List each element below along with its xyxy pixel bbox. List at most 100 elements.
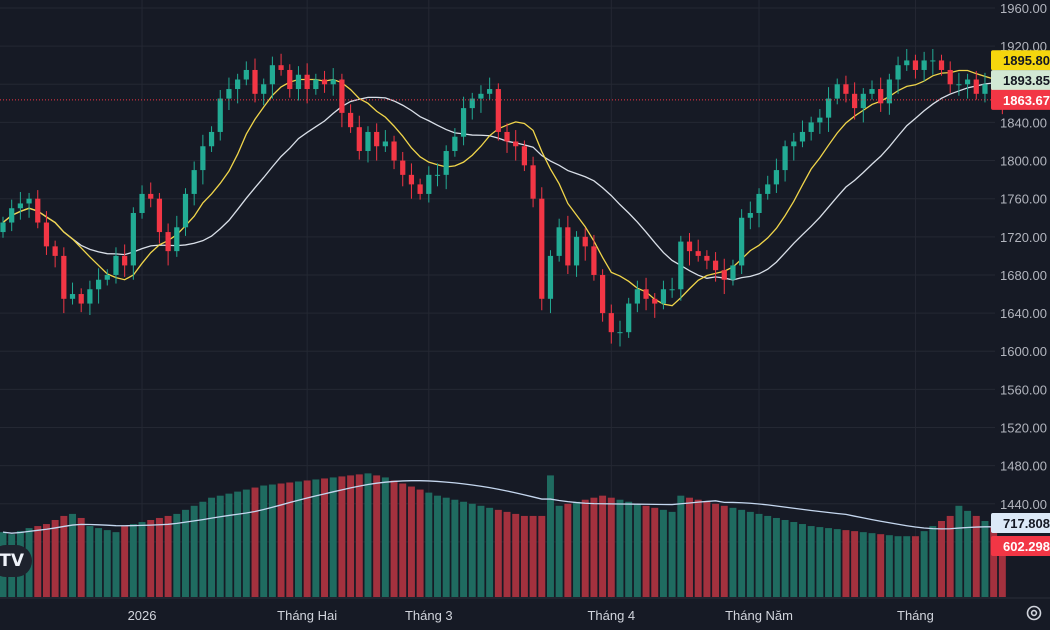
price-badge — [991, 70, 1050, 91]
candle-body — [878, 89, 884, 104]
candle-body — [148, 193, 154, 199]
candle-body — [930, 60, 936, 62]
candle-body — [287, 69, 293, 90]
volume-bar — [816, 527, 824, 597]
time-tick-label: Tháng Hai — [277, 608, 337, 623]
candle-body — [35, 198, 41, 223]
volume-bar — [911, 536, 919, 597]
volume-bar — [851, 531, 859, 597]
volume-bar — [720, 505, 728, 597]
volume-bar — [564, 503, 572, 597]
volume-bar — [51, 519, 59, 597]
volume-bar — [329, 477, 337, 597]
volume-bar — [938, 521, 945, 597]
volume-bar — [859, 532, 867, 597]
volume-bar — [668, 511, 676, 597]
volume-bar — [312, 479, 320, 597]
candle-body — [938, 60, 945, 70]
volume-bar — [182, 509, 189, 597]
candle-body — [391, 141, 397, 161]
time-tick-label: Tháng 4 — [587, 608, 635, 623]
volume-bar — [920, 531, 928, 597]
candle-body — [634, 289, 640, 304]
candle-body — [313, 79, 319, 90]
candle-body — [0, 222, 6, 233]
candle-body — [295, 74, 302, 90]
candle-body — [9, 208, 15, 223]
volume-bar — [77, 517, 85, 597]
price-badge — [991, 513, 1050, 533]
volume-bar — [738, 509, 746, 597]
candle-body — [565, 227, 571, 266]
volume-bar — [199, 501, 207, 597]
price-badge-label: 1863.67 — [1003, 93, 1050, 108]
volume-bar — [651, 507, 659, 597]
candle-body — [626, 303, 632, 333]
time-axis[interactable]: 2026 Tháng Hai Tháng 3 Tháng 4 Tháng Năm Thán… — [128, 608, 934, 623]
price-badges: 1895.80 1893.85 1863.67 717.808 602.298 — [991, 50, 1050, 556]
candle-body — [513, 141, 519, 147]
volume-bar — [190, 505, 198, 597]
volume-bar — [807, 526, 815, 597]
candle-body — [539, 198, 545, 299]
volume-bar — [164, 515, 172, 597]
volume-bar — [69, 513, 76, 597]
tradingview-logo-icon[interactable]: TV — [0, 545, 32, 577]
candle-body — [799, 131, 806, 142]
candle-body — [130, 212, 136, 266]
price-tick-label: 1720.00 — [1000, 230, 1047, 245]
gear-icon[interactable] — [1024, 603, 1044, 623]
candle-body — [600, 274, 606, 314]
volume-bar — [486, 507, 494, 597]
volume-bar — [764, 515, 772, 597]
candle-body — [921, 60, 927, 70]
candle-body — [156, 198, 163, 233]
volume-bar — [494, 509, 502, 597]
volume-bar — [208, 497, 216, 597]
volume-bar — [416, 489, 424, 597]
candle-body — [947, 69, 953, 85]
candle-body — [982, 84, 988, 94]
price-badge — [991, 536, 1050, 556]
volume-bar — [694, 499, 702, 597]
candle-body — [747, 212, 753, 218]
candle-body — [739, 217, 745, 266]
volume-bar — [303, 480, 311, 597]
volume-bar — [833, 529, 841, 597]
candle-body — [104, 274, 110, 280]
volume-bar — [972, 515, 980, 597]
candle-body — [478, 93, 484, 99]
volume-bar — [277, 483, 285, 597]
candle-body — [339, 79, 345, 113]
price-tick-label: 1840.00 — [1000, 115, 1047, 130]
volume-bar — [112, 532, 120, 597]
volume-bar — [946, 515, 954, 597]
price-tick-label: 1800.00 — [1000, 154, 1047, 169]
candle-body — [808, 122, 814, 132]
volume-bar — [546, 475, 554, 597]
candle-body — [721, 270, 727, 280]
volume-bar — [242, 489, 250, 597]
volume-bar — [129, 524, 137, 597]
volume-bar — [138, 522, 146, 597]
candle-body — [573, 236, 580, 266]
candle-body — [895, 65, 901, 80]
volume-bar — [538, 515, 546, 597]
time-tick-label: Tháng 3 — [405, 608, 453, 623]
volume-bar — [503, 511, 511, 597]
candle-body — [365, 131, 371, 152]
candle-body — [347, 112, 354, 128]
volume-bar — [294, 481, 302, 597]
candle-body — [374, 131, 380, 147]
volume-bar — [42, 524, 50, 597]
candle-body — [417, 184, 423, 194]
candle-body — [235, 79, 241, 90]
volume-average-line — [2, 480, 1003, 534]
volume-bar — [477, 505, 485, 597]
volume-bar — [842, 530, 850, 597]
volume-bar — [434, 495, 441, 597]
volume-bar — [216, 495, 224, 597]
volume-bar — [86, 526, 94, 597]
time-tick-label: Tháng — [897, 608, 934, 623]
